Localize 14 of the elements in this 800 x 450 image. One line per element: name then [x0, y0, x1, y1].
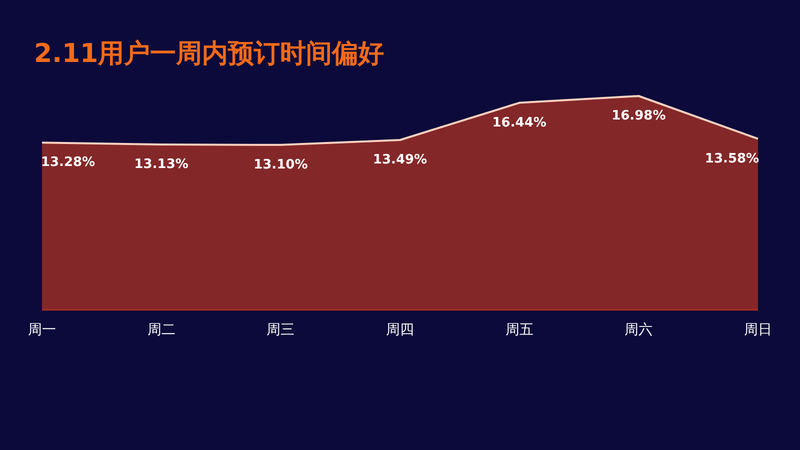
data-label: 13.10%	[254, 157, 308, 172]
x-tick-label: 周六	[624, 322, 653, 338]
data-label: 16.44%	[492, 115, 546, 130]
x-tick-label: 周日	[744, 322, 772, 338]
data-label: 16.98%	[612, 108, 666, 124]
x-tick-label: 周二	[147, 322, 176, 338]
chart-title: 2.11用户一周内预订时间偏好	[34, 38, 384, 71]
data-label: 13.49%	[372, 152, 428, 168]
data-label: 13.13%	[134, 157, 188, 172]
x-tick-label: 周三	[266, 322, 295, 338]
x-tick-label: 周五	[505, 322, 534, 338]
x-tick-label: 周一	[28, 322, 56, 338]
data-label: 13.28%	[40, 155, 96, 170]
x-tick-label: 周四	[386, 322, 414, 338]
